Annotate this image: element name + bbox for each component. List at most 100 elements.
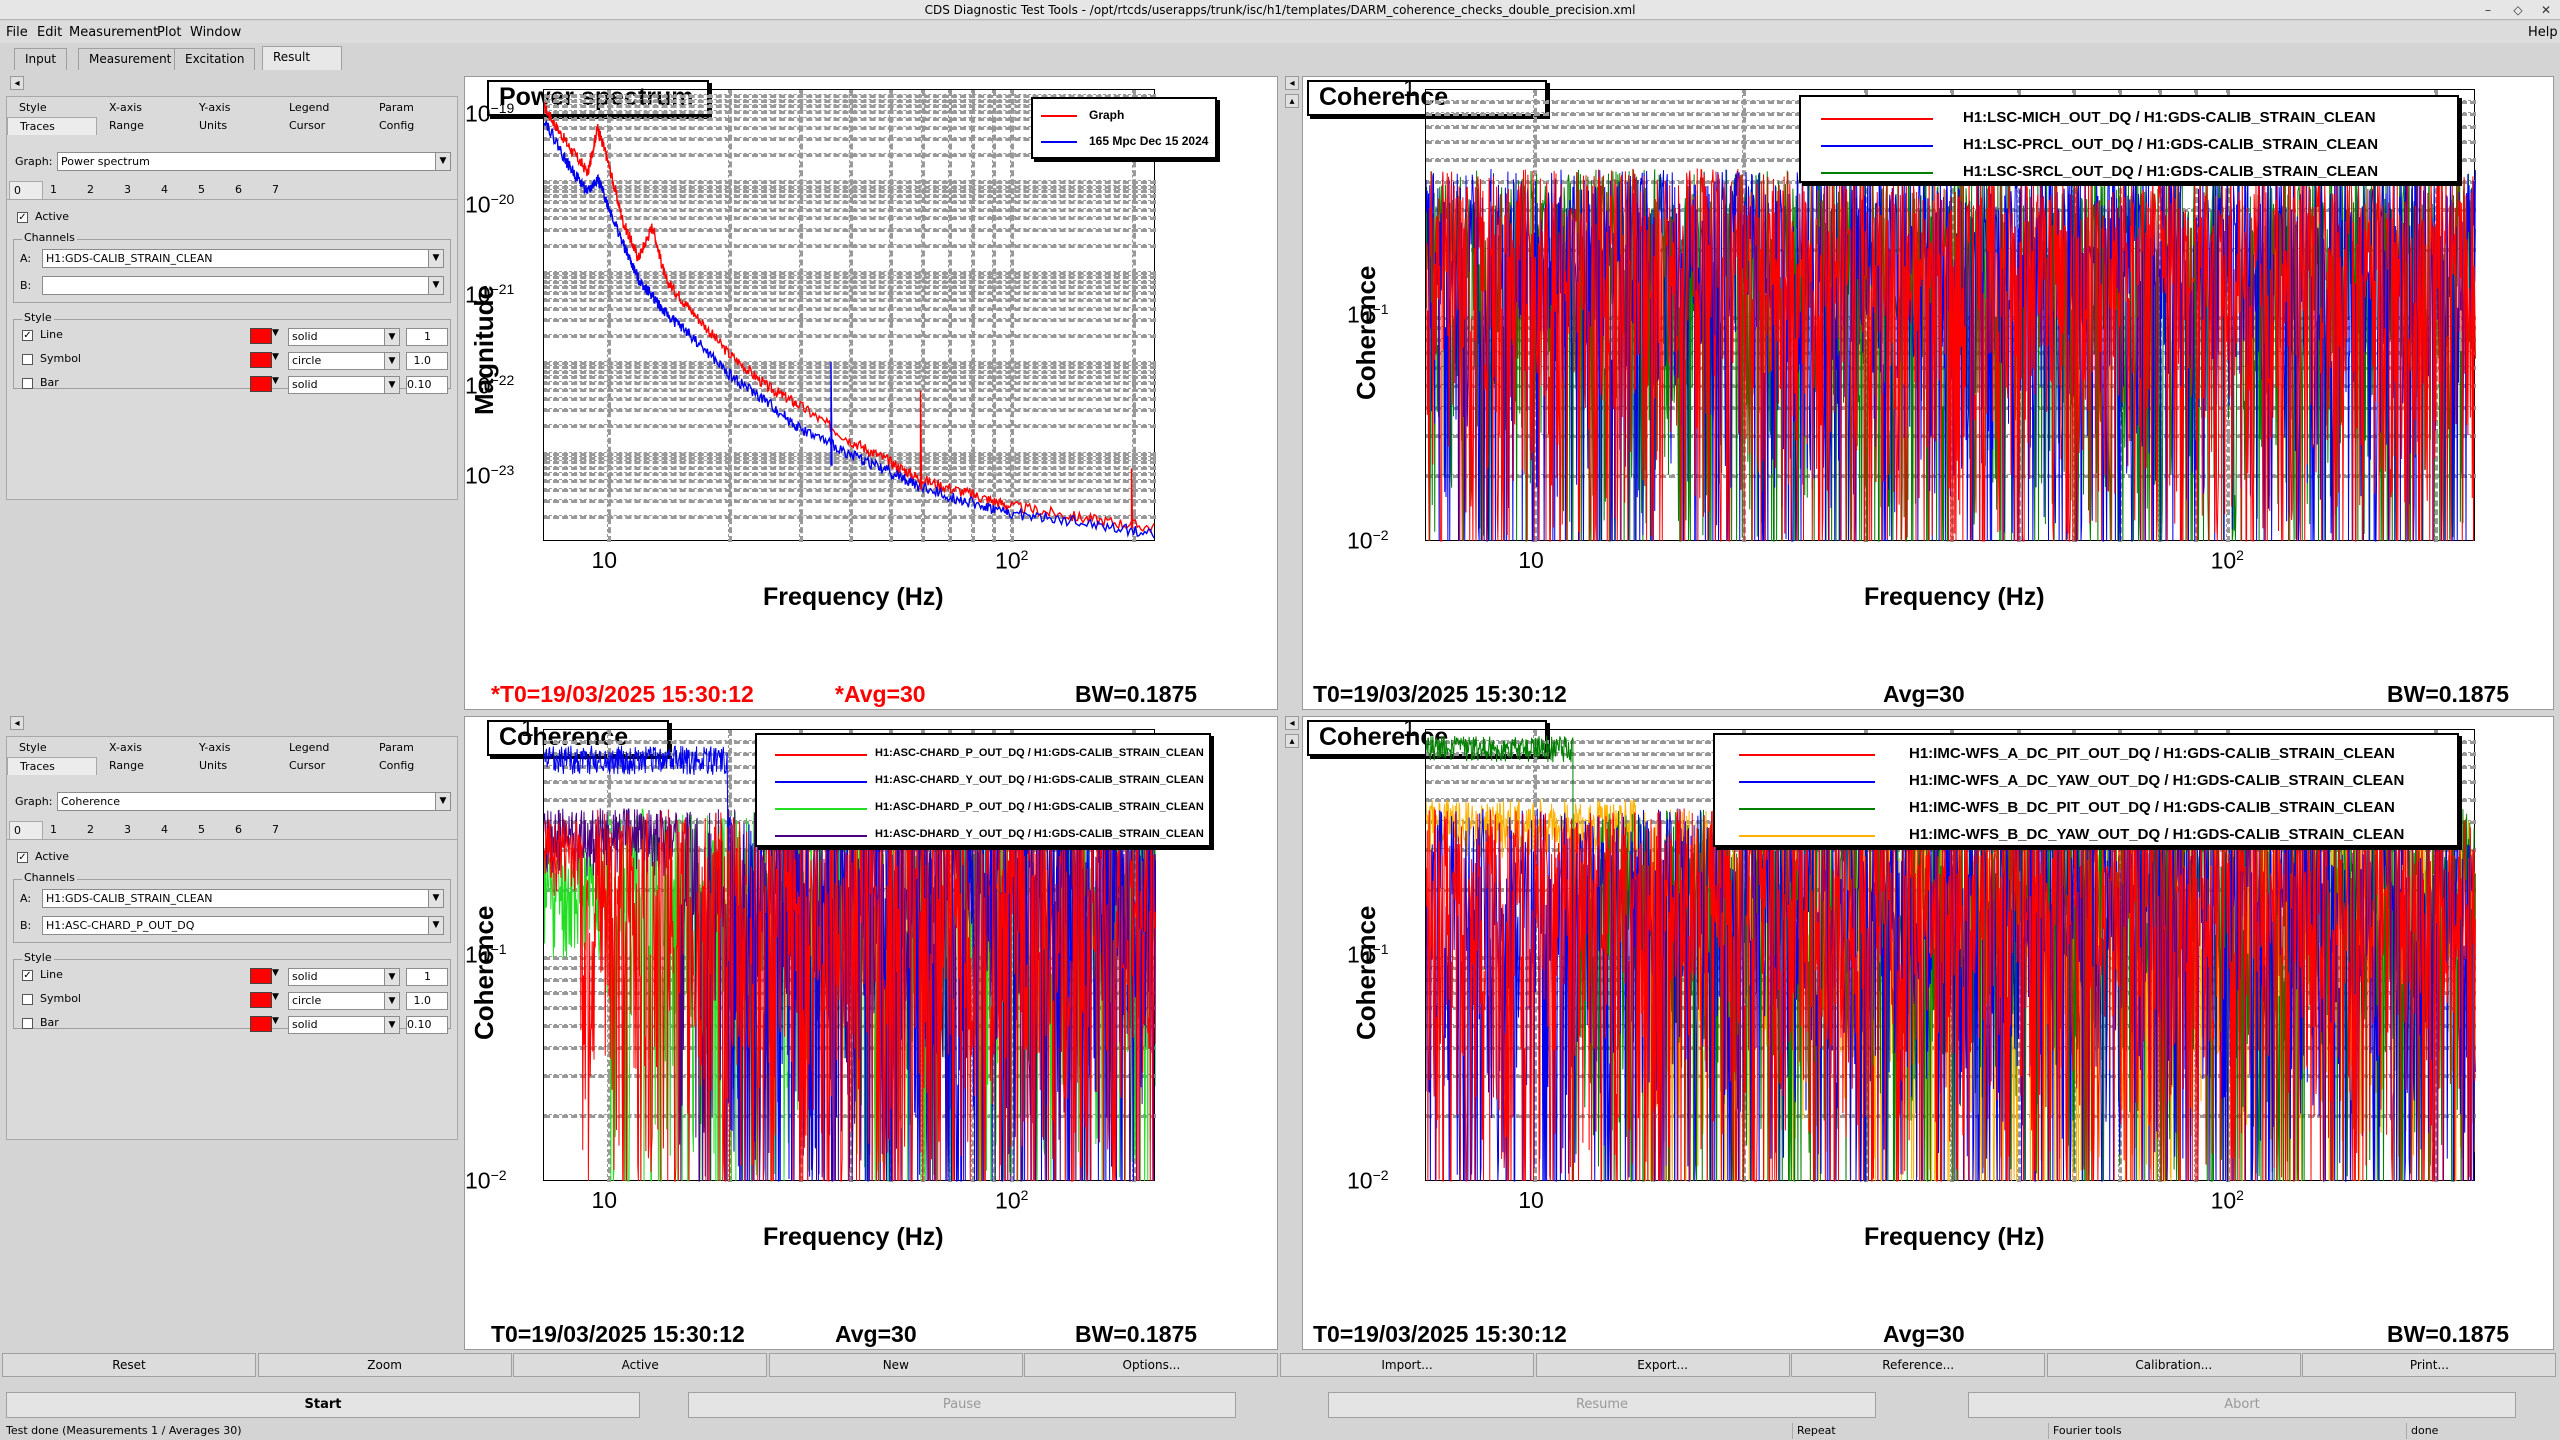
menu-edit[interactable]: Edit [37,25,63,40]
trace-tab-3[interactable]: 3 [124,183,131,196]
options-tab-yaxis[interactable]: Y-axis [199,741,231,754]
collapse-panel-icon[interactable]: ◂ [10,76,24,90]
collapse-panel-icon[interactable]: ◂ [1285,76,1299,90]
symbol-checkbox[interactable] [22,994,33,1005]
bar-checkbox[interactable] [22,378,33,389]
line-width-spinner[interactable]: 1 [406,968,448,986]
maximize-icon[interactable]: ◇ [2513,3,2523,17]
bar-width-spinner[interactable]: 0.10 [406,1016,448,1034]
chevron-up-icon[interactable]: ▴ [1285,734,1299,748]
plot-coherence-imc[interactable]: Coherence 1 10−1 10−2 10 102 Coherence Frequenc… [1302,715,2554,1350]
options-tab-range[interactable]: Range [109,119,144,132]
tab-excitation[interactable]: Excitation [174,48,256,70]
channel-b-select[interactable]: H1:ASC-CHARD_P_OUT_DQ ▼ [42,916,444,935]
trace-tab-4[interactable]: 4 [161,183,168,196]
options-tab-units[interactable]: Units [199,119,228,132]
chevron-down-icon[interactable]: ▼ [428,917,443,934]
options-tab-traces[interactable]: Traces [7,757,97,775]
chevron-down-icon[interactable]: ▼ [272,1016,279,1026]
graph-select[interactable]: Coherence ▼ [57,792,451,811]
symbol-style-select[interactable]: circle ▼ [288,352,400,370]
options-tab-legend[interactable]: Legend [289,101,330,114]
plot-axes[interactable] [1425,89,2476,542]
trace-tab-7[interactable]: 7 [272,183,279,196]
bar-style-select[interactable]: solid ▼ [288,1016,400,1034]
options-tab-config[interactable]: Config [379,119,415,132]
active-checkbox[interactable]: ✓ [17,852,28,863]
symbol-chevron-down-icon[interactable]: ▼ [384,353,399,369]
options-tab-cursor[interactable]: Cursor [289,119,326,132]
resume-button[interactable]: Resume [1328,1392,1876,1418]
chevron-down-icon[interactable]: ▼ [428,890,443,907]
button-reset[interactable]: Reset [2,1353,256,1377]
channel-a-select[interactable]: H1:GDS-CALIB_STRAIN_CLEAN ▼ [42,889,444,908]
chevron-down-icon[interactable]: ▼ [272,352,279,362]
chevron-down-icon[interactable]: ▼ [272,328,279,338]
plot-coherence-asc[interactable]: Coherence 1 10−1 10−2 10 102 Coherence Frequenc… [464,715,1278,1350]
chevron-down-icon[interactable]: ▼ [428,277,443,294]
button-zoom[interactable]: Zoom [257,1353,512,1377]
menu-measurement[interactable]: Measurement [69,25,159,40]
line-chevron-down-icon[interactable]: ▼ [384,329,399,345]
button-export[interactable]: Export... [1535,1353,1790,1377]
symbol-checkbox[interactable] [22,354,33,365]
trace-tab-4[interactable]: 4 [161,823,168,836]
trace-tab-7[interactable]: 7 [272,823,279,836]
options-tab-traces[interactable]: Traces [7,117,97,135]
active-checkbox[interactable]: ✓ [17,212,28,223]
button-options[interactable]: Options... [1024,1353,1279,1377]
options-tab-xaxis[interactable]: X-axis [109,101,142,114]
options-tab-units[interactable]: Units [199,759,228,772]
button-new[interactable]: New [768,1353,1023,1377]
channel-b-select[interactable]: ▼ [42,276,444,295]
pause-button[interactable]: Pause [688,1392,1236,1418]
button-import[interactable]: Import... [1280,1353,1534,1377]
symbol-color-swatch[interactable] [250,352,272,368]
tab-result[interactable]: Result [262,46,342,70]
tab-input[interactable]: Input [14,48,68,70]
trace-tab-1[interactable]: 1 [50,823,57,836]
button-calibration[interactable]: Calibration... [2046,1353,2301,1377]
menu-window[interactable]: Window [190,25,242,40]
menu-plot[interactable]: Plot [157,25,182,40]
line-color-swatch[interactable] [250,328,272,344]
menu-file[interactable]: File [6,25,28,40]
menu-help[interactable]: Help [2528,25,2558,40]
trace-tab-5[interactable]: 5 [198,823,205,836]
button-print[interactable]: Print... [2302,1353,2557,1377]
abort-button[interactable]: Abort [1968,1392,2516,1418]
button-reference[interactable]: Reference... [1791,1353,2046,1377]
options-tab-yaxis[interactable]: Y-axis [199,101,231,114]
line-checkbox[interactable]: ✓ [22,330,33,341]
trace-tab-2[interactable]: 2 [87,183,94,196]
options-tab-legend[interactable]: Legend [289,741,330,754]
chevron-down-icon[interactable]: ▼ [435,793,450,810]
chevron-down-icon[interactable]: ▼ [435,153,450,170]
graph-select[interactable]: Power spectrum ▼ [57,152,451,171]
start-button[interactable]: Start [6,1392,640,1418]
trace-tab-1[interactable]: 1 [50,183,57,196]
trace-tab-2[interactable]: 2 [87,823,94,836]
symbol-chevron-down-icon[interactable]: ▼ [384,993,399,1009]
trace-tab-0[interactable]: 0 [9,181,43,199]
plot-power-spectrum[interactable]: Power spectrum 10−19 10−20 10−21 10−22 10−23 1… [464,76,1278,710]
options-tab-param[interactable]: Param [379,741,414,754]
chevron-up-icon[interactable]: ▴ [1285,94,1299,108]
bar-chevron-down-icon[interactable]: ▼ [384,377,399,393]
options-tab-config[interactable]: Config [379,759,415,772]
chevron-down-icon[interactable]: ▼ [428,250,443,267]
line-width-spinner[interactable]: 1 [406,328,448,346]
options-tab-cursor[interactable]: Cursor [289,759,326,772]
trace-tab-5[interactable]: 5 [198,183,205,196]
options-tab-xaxis[interactable]: X-axis [109,741,142,754]
options-tab-style[interactable]: Style [19,741,47,754]
line-chevron-down-icon[interactable]: ▼ [384,969,399,985]
plot-coherence-lsc[interactable]: Coherence 1 10−1 10−2 10 102 Coherence Frequenc… [1302,75,2554,710]
chevron-down-icon[interactable]: ▼ [272,376,279,386]
bar-checkbox[interactable] [22,1018,33,1029]
trace-tab-0[interactable]: 0 [9,821,43,839]
line-style-select[interactable]: solid ▼ [288,328,400,346]
bar-color-swatch[interactable] [250,376,272,392]
collapse-panel-icon[interactable]: ◂ [1285,716,1299,730]
line-checkbox[interactable]: ✓ [22,970,33,981]
